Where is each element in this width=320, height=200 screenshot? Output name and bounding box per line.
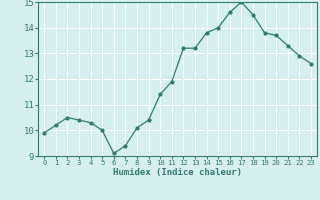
X-axis label: Humidex (Indice chaleur): Humidex (Indice chaleur) — [113, 168, 242, 177]
